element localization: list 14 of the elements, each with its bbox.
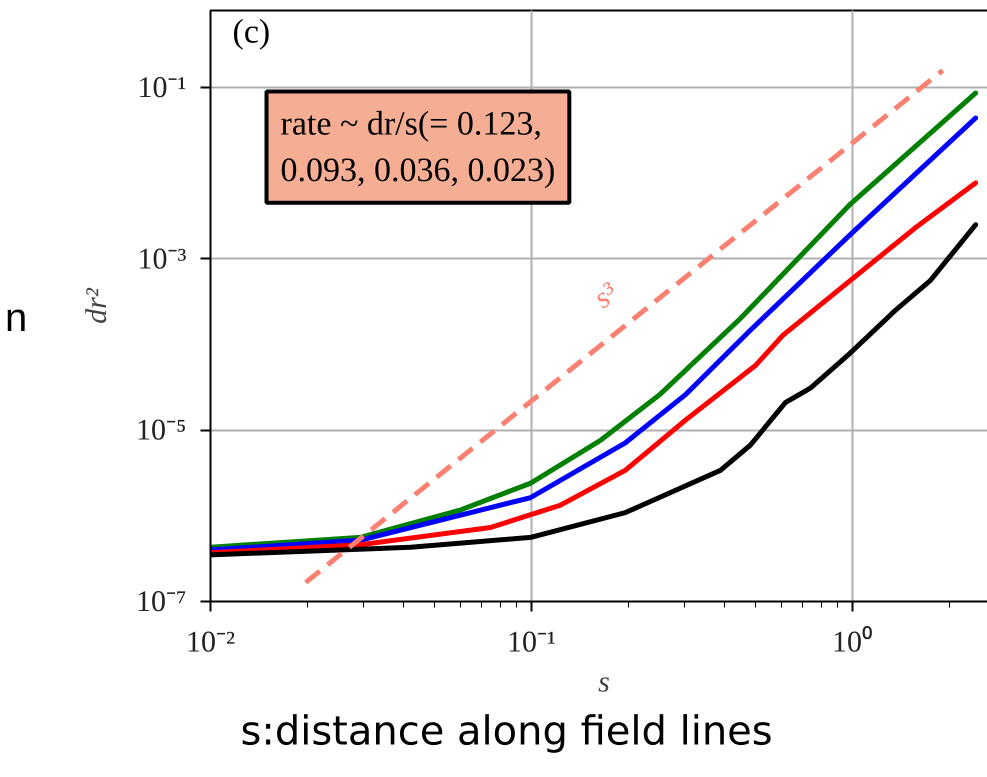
x-axis-title: s <box>598 666 610 698</box>
y-tick-label: 10⁻⁷ <box>136 585 187 618</box>
annotation: s³ <box>587 275 624 315</box>
y-axis-title: dr² <box>80 287 114 324</box>
y-tick-label: 10⁻³ <box>138 242 187 276</box>
annotation: (c) <box>232 14 270 50</box>
text: n <box>5 295 28 342</box>
text: s:distance along field lines <box>240 708 773 754</box>
x-tick-label: 10⁰ <box>832 626 873 658</box>
x-tick-label: 10⁻¹ <box>506 626 556 658</box>
x-tick-label: 10⁻² <box>186 626 236 658</box>
y-tick-label: 10⁻⁵ <box>136 414 187 447</box>
y-tick-label: 10⁻¹ <box>138 70 187 104</box>
annotation: rate ~ dr/s(= 0.123, 0.093, 0.036, 0.023) <box>280 106 556 189</box>
